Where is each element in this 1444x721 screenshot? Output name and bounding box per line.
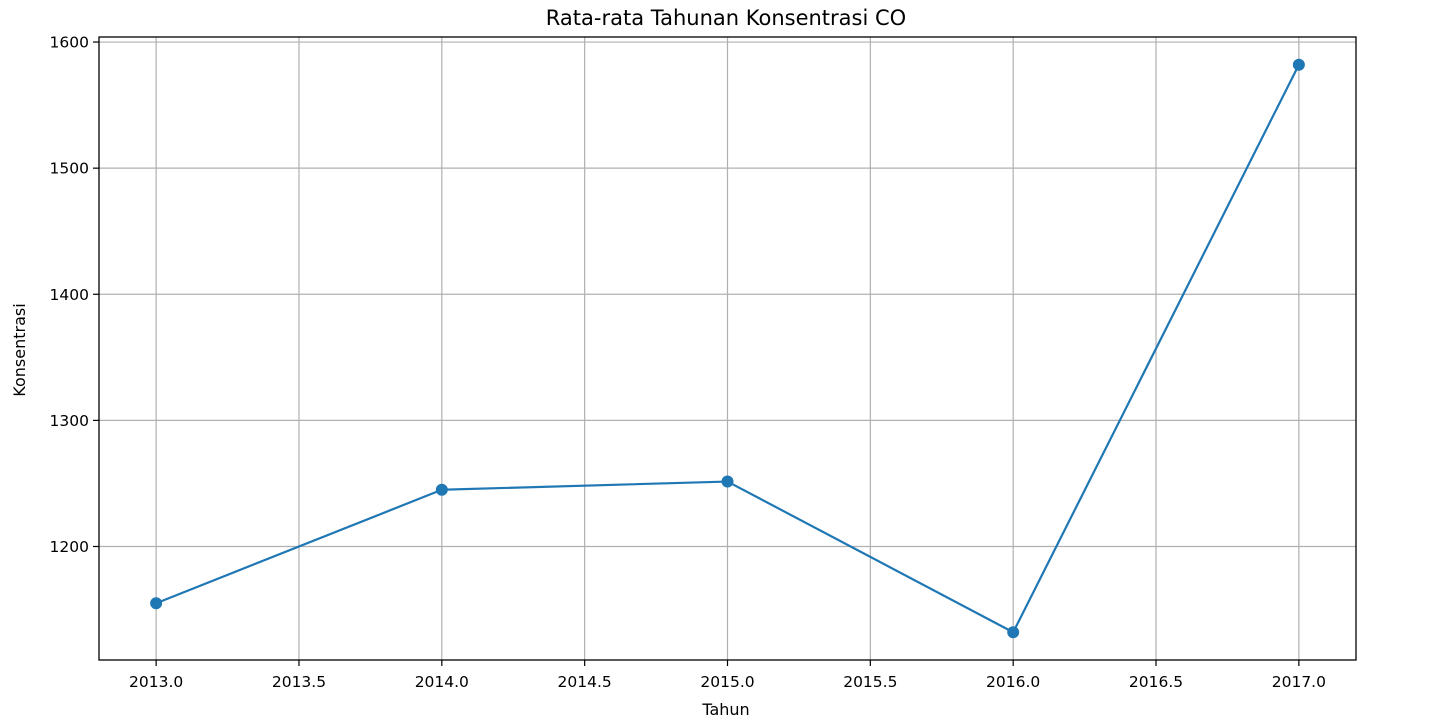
chart-title: Rata-rata Tahunan Konsentrasi CO — [546, 6, 906, 30]
y-tick-label: 1200 — [50, 538, 89, 556]
y-axis-title: Konsentrasi — [10, 303, 29, 396]
x-tick-label: 2014.5 — [558, 673, 612, 691]
x-tick-label: 2013.0 — [129, 673, 183, 691]
x-tick-label: 2015.5 — [843, 673, 897, 691]
x-tick-label: 2013.5 — [272, 673, 326, 691]
data-point — [1007, 626, 1020, 639]
x-tick-label: 2014.0 — [415, 673, 469, 691]
data-point — [435, 483, 448, 496]
x-tick-label: 2016.0 — [986, 673, 1040, 691]
x-tick-label: 2015.0 — [700, 673, 754, 691]
y-tick-label: 1300 — [50, 412, 89, 430]
x-tick-label: 2016.5 — [1129, 673, 1183, 691]
ticks: 2013.0 2013.5 2014.0 2014.5 2015.0 2015.5 2016… — [50, 34, 1326, 691]
y-tick-label: 1500 — [50, 160, 89, 178]
y-tick-label: 1400 — [50, 286, 89, 304]
data-point — [150, 597, 163, 610]
data-point — [1292, 58, 1305, 71]
series-layer — [150, 58, 1305, 639]
x-tick-label: 2017.0 — [1272, 673, 1326, 691]
x-axis-title: Tahun — [701, 700, 749, 719]
y-tick-label: 1600 — [50, 34, 89, 52]
grid — [99, 37, 1356, 660]
data-point — [721, 475, 734, 488]
